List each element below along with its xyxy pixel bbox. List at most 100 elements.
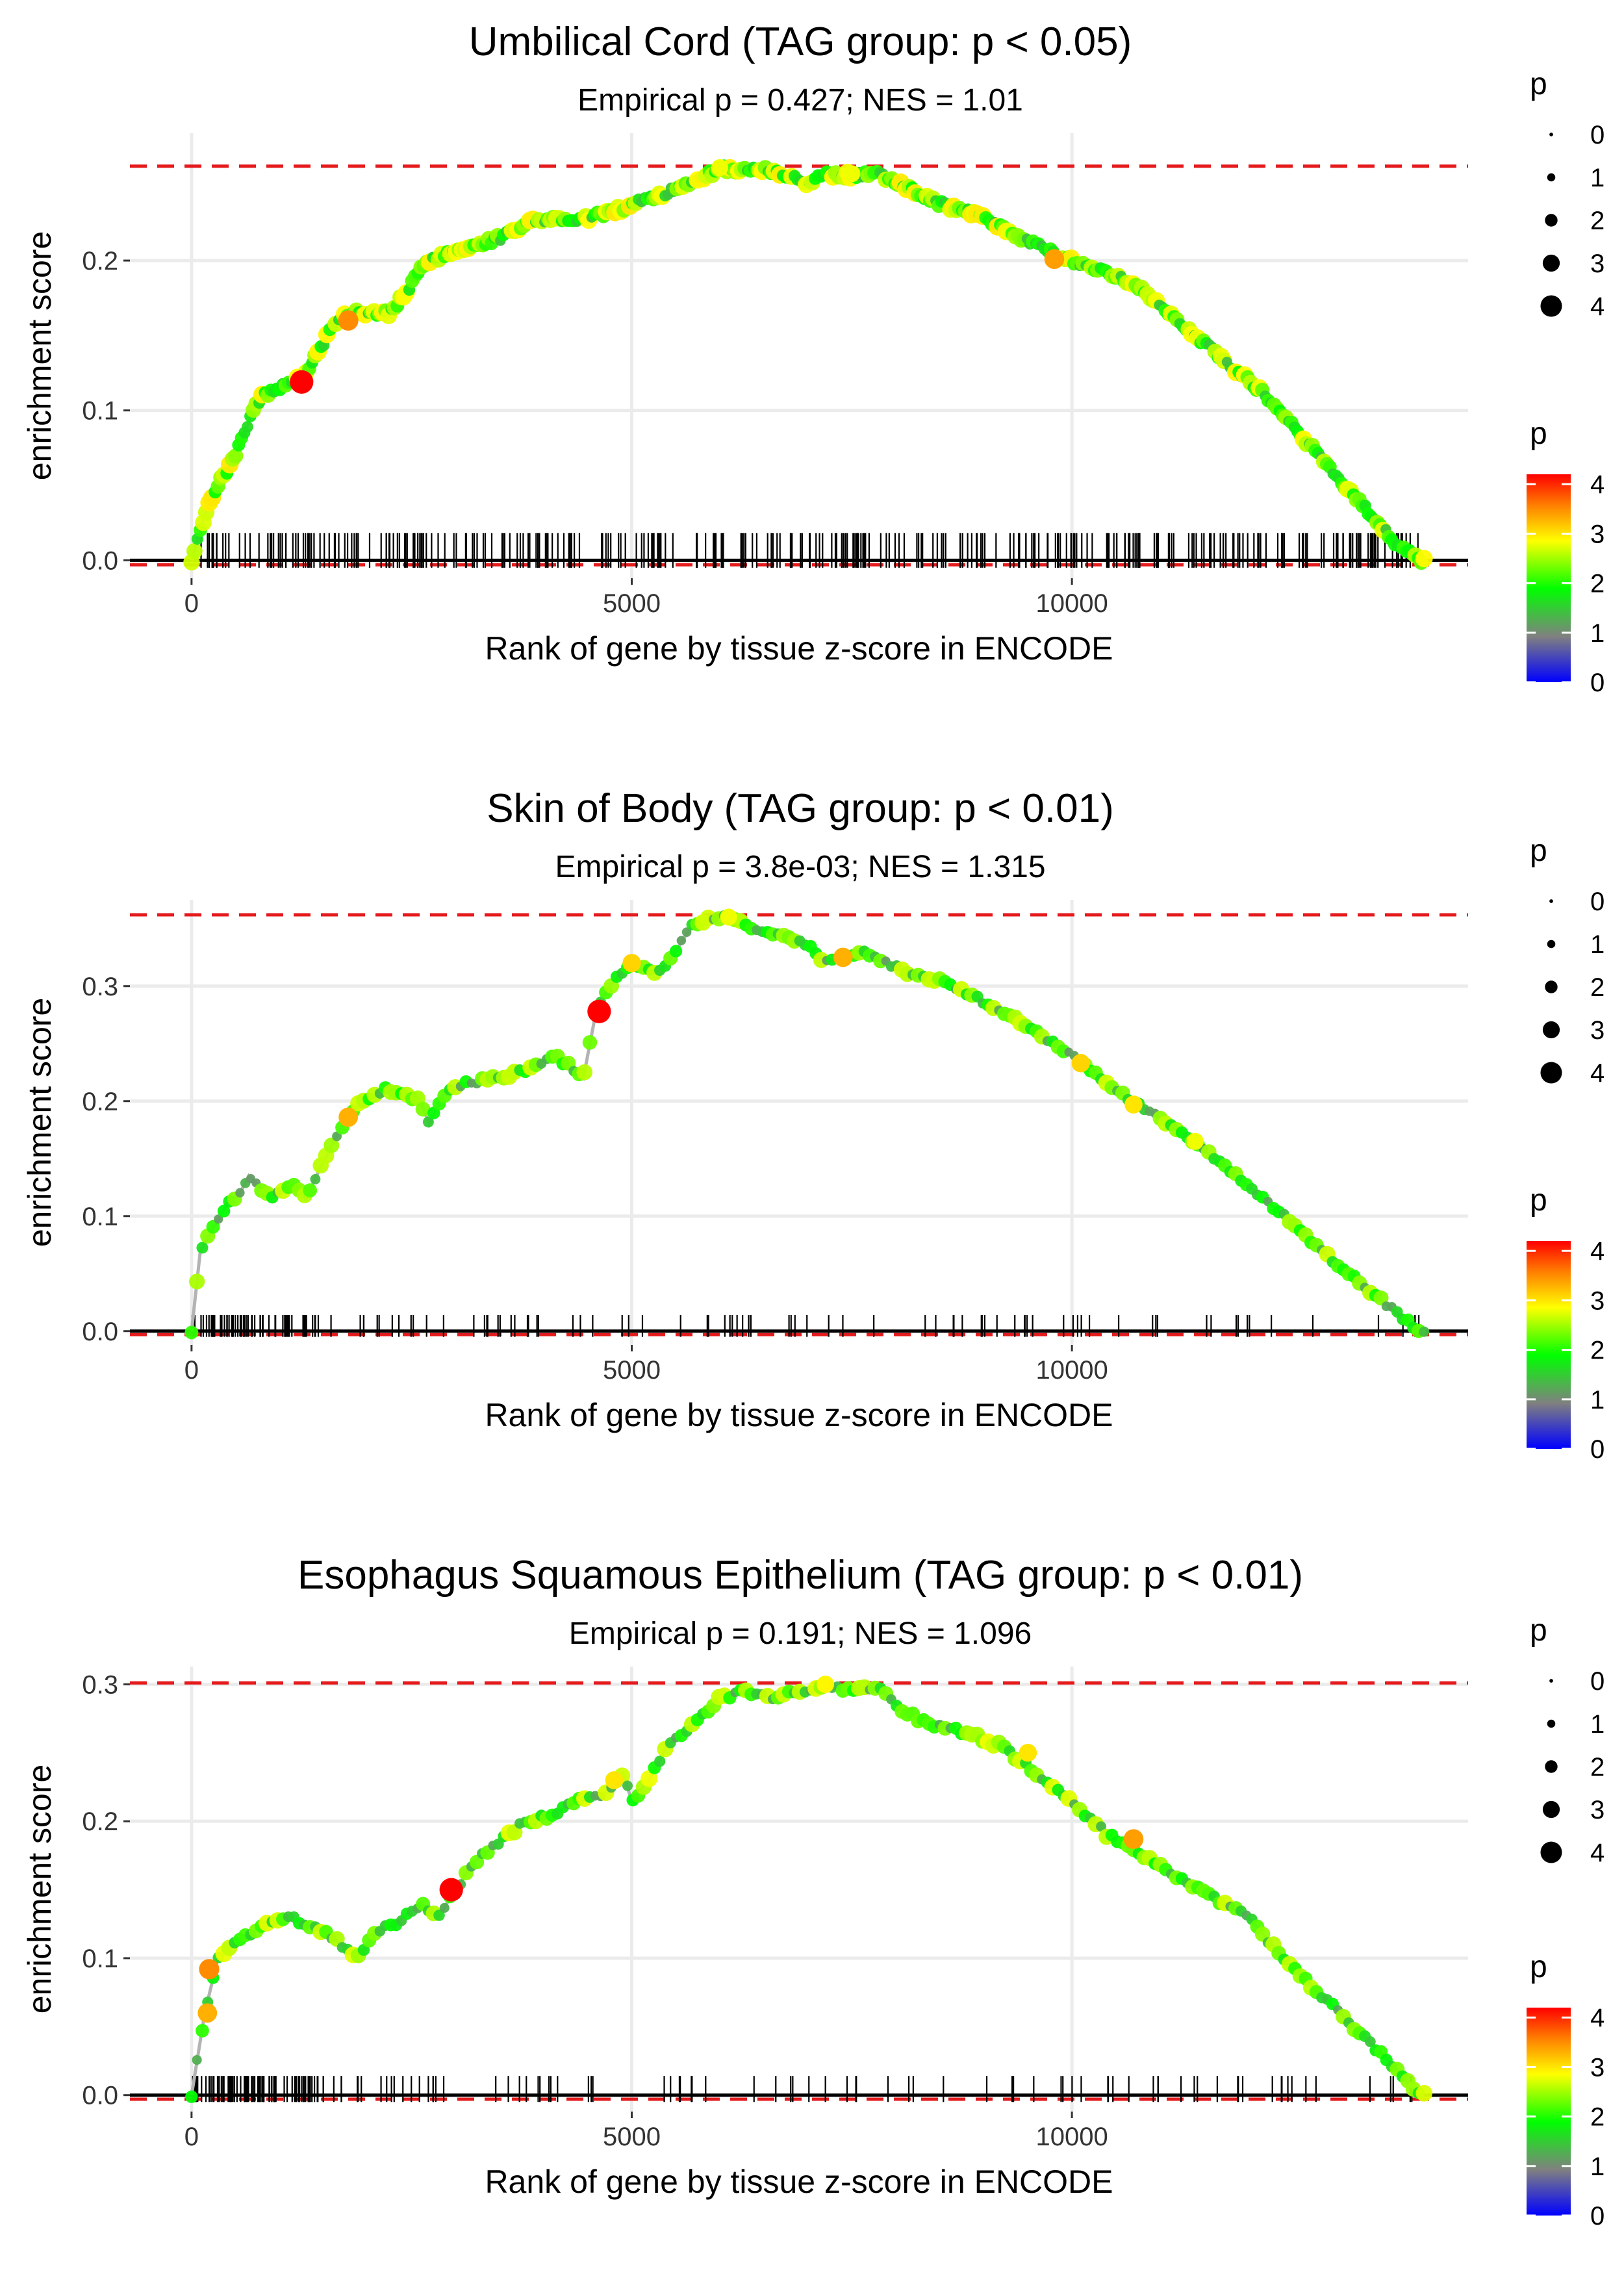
highlight-point [711, 159, 729, 177]
gene-point [189, 1273, 205, 1290]
size-legend-key [1547, 1719, 1556, 1728]
gene-point [576, 1064, 592, 1080]
size-legend-key [1545, 980, 1558, 993]
chart-subtitle: Empirical p = 0.427; NES = 1.01 [577, 83, 1023, 118]
gene-point [1415, 550, 1433, 568]
chart-panel: Esophagus Squamous Epithelium (TAG group… [21, 1553, 1605, 2230]
x-tick-label: 5000 [603, 2123, 661, 2151]
x-axis-title: Rank of gene by tissue z-score in ENCODE [485, 2164, 1113, 2200]
highlight-point [1019, 1743, 1037, 1762]
color-legend-bar [1527, 1241, 1571, 1449]
gene-point [654, 1756, 666, 1767]
y-tick-label: 0.1 [82, 1203, 118, 1231]
color-legend-title: p [1530, 416, 1547, 451]
y-axis-title: enrichment score [21, 1765, 58, 2014]
gene-point [415, 1101, 431, 1117]
gene-point [641, 1770, 658, 1787]
gene-point [1415, 2085, 1433, 2102]
y-axis-title: enrichment score [21, 231, 58, 481]
color-legend-label: 1 [1590, 2153, 1605, 2181]
gene-point [582, 1035, 598, 1050]
chart-panel: Skin of Body (TAG group: p < 0.01) Empiri… [21, 786, 1605, 1464]
y-tick-label: 0.0 [82, 546, 118, 575]
size-legend-label: 3 [1590, 249, 1605, 278]
color-legend-bar [1527, 474, 1571, 682]
highlight-point [199, 1959, 220, 1980]
gene-point [206, 1220, 220, 1234]
enrichment-curve [190, 1682, 1421, 2097]
x-axis-title: Rank of gene by tissue z-score in ENCODE [485, 1397, 1113, 1433]
y-tick-label: 0.2 [82, 1808, 118, 1836]
gene-point [241, 420, 253, 433]
x-tick-label: 10000 [1036, 589, 1108, 618]
gene-point [303, 1183, 318, 1198]
highlight-point [290, 370, 314, 394]
chart-subtitle: Empirical p = 3.8e-03; NES = 1.315 [555, 850, 1045, 884]
y-tick-label: 0.1 [82, 1945, 118, 1973]
highlight-point [587, 999, 611, 1023]
x-tick-label: 0 [184, 1356, 199, 1385]
highlight-point [720, 908, 737, 926]
gene-point [310, 1174, 321, 1184]
chart-subtitle: Empirical p = 0.191; NES = 1.096 [569, 1616, 1032, 1651]
size-legend-title: p [1530, 67, 1547, 101]
size-legend-key [1540, 1841, 1562, 1863]
color-legend-label: 2 [1590, 2103, 1605, 2132]
color-legend-label: 2 [1590, 1336, 1605, 1365]
gene-point [1365, 2036, 1376, 2047]
enrichment-curve [190, 915, 1421, 1333]
gene-point [669, 945, 683, 958]
size-legend-label: 2 [1590, 1753, 1605, 1782]
color-legend-label: 4 [1590, 1237, 1605, 1266]
size-legend-key [1542, 1021, 1560, 1039]
size-legend-label: 3 [1590, 1016, 1605, 1045]
size-legend-key [1545, 214, 1558, 227]
size-legend-key [1547, 173, 1556, 182]
size-legend-key [1540, 1062, 1562, 1084]
size-legend-key [1542, 254, 1560, 272]
x-tick-label: 10000 [1036, 1356, 1108, 1385]
size-legend-label: 1 [1590, 164, 1605, 192]
size-legend-label: 2 [1590, 207, 1605, 235]
y-tick-label: 0.0 [82, 2082, 118, 2110]
chart-panel: Umbilical Cord (TAG group: p < 0.05) Empi… [21, 19, 1605, 697]
chart-title: Esophagus Squamous Epithelium (TAG group… [298, 1553, 1303, 1598]
highlight-point [338, 310, 359, 331]
color-legend-bar [1527, 2008, 1571, 2216]
size-legend-key [1542, 1800, 1560, 1819]
gene-point [186, 543, 203, 559]
size-legend-key [1545, 1760, 1558, 1773]
size-legend-label: 0 [1590, 1667, 1605, 1696]
highlight-point [439, 1878, 463, 1902]
y-tick-label: 0.3 [82, 1670, 118, 1699]
size-legend-title: p [1530, 834, 1547, 868]
size-legend-label: 3 [1590, 1796, 1605, 1824]
highlight-point [1123, 1829, 1144, 1849]
color-legend-label: 4 [1590, 470, 1605, 499]
gene-point [196, 2024, 209, 2038]
gene-point [433, 1910, 445, 1921]
color-legend-title: p [1530, 1950, 1547, 1984]
highlight-point [605, 1771, 624, 1789]
gene-rug [200, 533, 1419, 568]
size-legend-key [1549, 1679, 1553, 1683]
size-legend-label: 1 [1590, 1710, 1605, 1739]
highlight-point [817, 1675, 835, 1693]
gene-point [185, 2090, 198, 2103]
gene-point [1419, 1326, 1430, 1337]
size-legend-key [1540, 295, 1562, 317]
gene-rug [192, 2076, 1413, 2102]
highlight-point [622, 954, 641, 973]
size-legend-key [1549, 133, 1553, 136]
size-legend-label: 2 [1590, 973, 1605, 1002]
color-legend-label: 3 [1590, 1286, 1605, 1315]
x-tick-label: 5000 [603, 589, 661, 618]
y-tick-label: 0.1 [82, 397, 118, 426]
gene-point [676, 936, 687, 945]
color-legend-label: 4 [1590, 2004, 1605, 2032]
x-tick-label: 10000 [1036, 2123, 1108, 2151]
gene-point [196, 1242, 209, 1254]
highlight-point [1186, 1132, 1204, 1150]
color-legend-label: 2 [1590, 570, 1605, 598]
size-legend-key [1547, 939, 1556, 949]
